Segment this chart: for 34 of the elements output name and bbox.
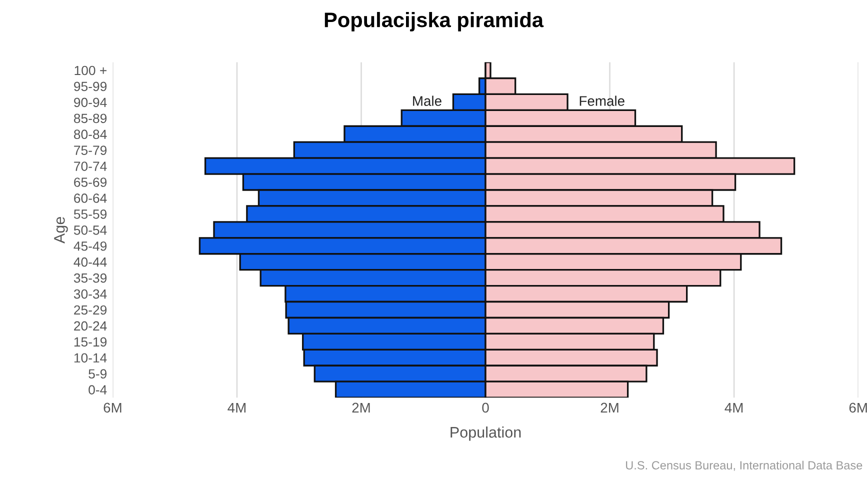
chart-title: Populacijska piramida <box>324 12 544 32</box>
y-tick-label: 20-24 <box>74 321 107 331</box>
y-axis-title: Age <box>54 217 68 244</box>
x-tick-label: 6M <box>104 402 122 413</box>
x-axis-title: Population <box>450 426 521 441</box>
y-tick-label: 5-9 <box>88 369 107 379</box>
y-tick-label: 0-4 <box>88 385 107 394</box>
y-tick-label: 100 + <box>74 66 107 76</box>
y-tick-label: 85-89 <box>74 114 107 124</box>
x-tick-label: 4M <box>724 402 743 412</box>
series-label: Male <box>413 96 442 106</box>
y-tick-label: 95-99 <box>74 82 107 92</box>
y-tick-label: 10-14 <box>74 353 107 363</box>
y-tick-label: 90-94 <box>74 98 107 108</box>
y-tick-label: 35-39 <box>74 273 107 283</box>
x-tick-label: 0 <box>482 402 489 413</box>
x-tick-label: 2M <box>600 402 618 412</box>
y-tick-label: 50-54 <box>74 225 107 235</box>
y-tick-label: 70-74 <box>74 162 107 171</box>
y-tick-label: 65-69 <box>74 178 107 187</box>
y-tick-label: 60-64 <box>74 194 107 203</box>
y-tick-label: 15-19 <box>74 337 107 347</box>
y-tick-label: 75-79 <box>74 146 107 155</box>
y-tick-label: 40-44 <box>74 257 107 267</box>
y-tick-label: 80-84 <box>74 130 107 140</box>
y-tick-label: 45-49 <box>74 241 107 251</box>
y-tick-label: 55-59 <box>74 210 107 219</box>
x-tick-label: 6M <box>849 402 867 413</box>
text: U.S. Census Bureau, International Data Base <box>626 460 862 471</box>
x-tick-label: 4M <box>228 402 246 412</box>
series-label: Female <box>580 96 624 106</box>
x-tick-label: 2M <box>352 402 370 412</box>
y-tick-label: 30-34 <box>74 289 107 299</box>
y-tick-label: 25-29 <box>74 305 107 315</box>
